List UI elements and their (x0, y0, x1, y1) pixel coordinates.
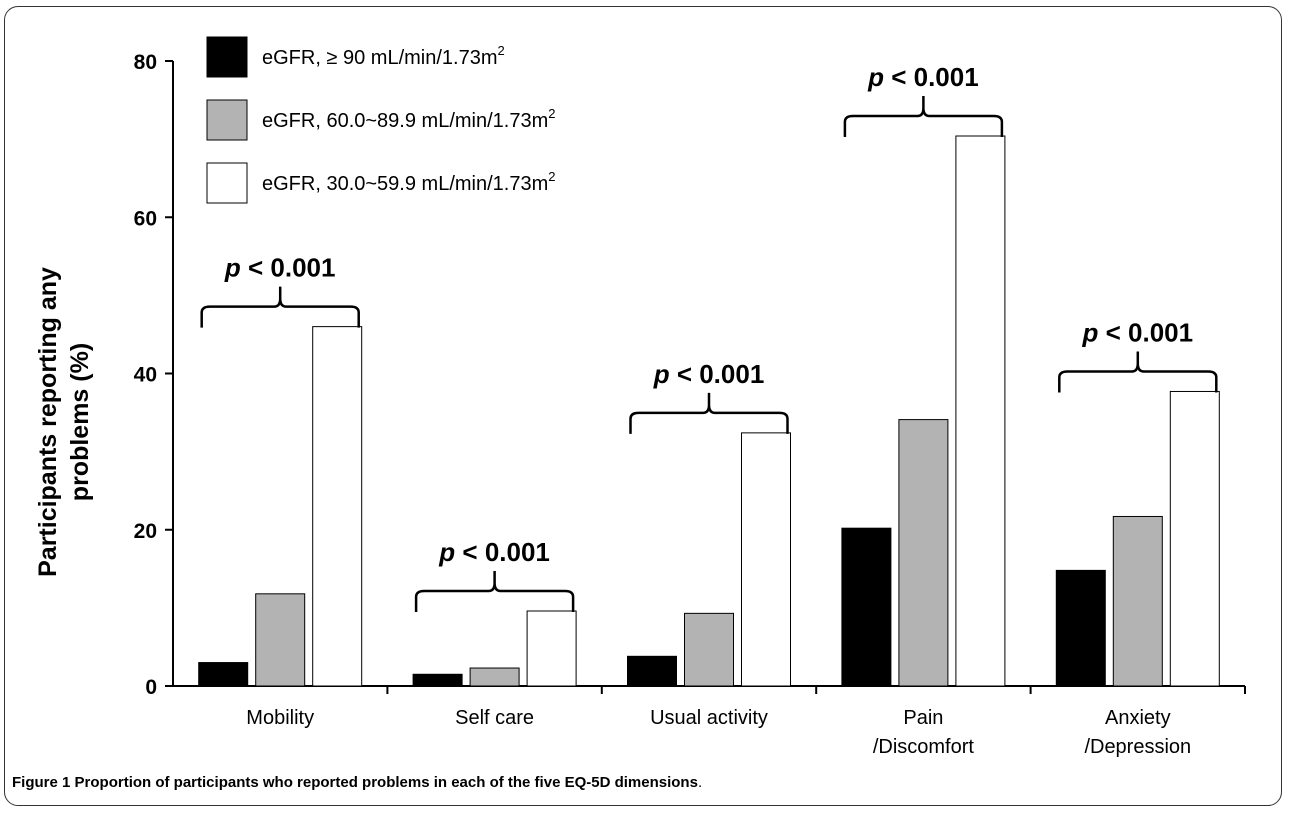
p-value-label: p < 0.001 (438, 537, 550, 567)
bar (684, 612, 734, 687)
x-tick-label: Anxiety (1105, 707, 1171, 729)
legend-label: eGFR, 30.0~59.9 mL/min/1.73m2 (262, 169, 555, 195)
bar (741, 432, 791, 687)
p-value-label: p < 0.001 (867, 62, 979, 92)
bar (1112, 515, 1163, 687)
x-tick-label: Pain (903, 707, 943, 729)
x-tick-label: /Depression (1084, 736, 1191, 758)
significance-bracket (629, 392, 789, 434)
y-axis-title: problems (%) (66, 343, 94, 501)
significance-bracket (414, 571, 575, 612)
bar-chart: 0 20 40 60 80 Participants reporting any probl… (34, 36, 1246, 758)
bar (627, 655, 677, 687)
y-axis-title: Participants reporting any (34, 267, 62, 577)
significance-bracket (1058, 351, 1218, 393)
y-tick-label: 20 (134, 520, 157, 543)
x-tick-label: Self care (455, 707, 534, 729)
x-tick-label: Usual activity (650, 707, 768, 729)
legend-swatch (206, 162, 248, 204)
legend-label: eGFR, 60.0~89.9 mL/min/1.73m2 (262, 106, 555, 132)
p-value-label: p < 0.001 (1082, 317, 1194, 347)
legend-swatch (206, 99, 248, 141)
bar (526, 610, 577, 687)
y-tick-label: 0 (145, 676, 157, 699)
bar (312, 326, 363, 687)
caption-label: Figure 1 (12, 774, 71, 791)
bar (1055, 569, 1106, 687)
bar (469, 667, 520, 687)
caption-text: Proportion of participants who reported … (70, 774, 698, 791)
figure-frame (4, 6, 1282, 806)
bar (198, 662, 249, 687)
figure-caption: Figure 1 Proportion of participants who … (12, 774, 702, 791)
bar (412, 673, 463, 687)
legend-swatch (206, 36, 248, 78)
x-tick-label: Mobility (246, 707, 314, 729)
significance-bracket (843, 96, 1004, 137)
bar (841, 527, 892, 687)
y-tick-label: 80 (134, 51, 157, 74)
bar (955, 135, 1006, 687)
y-tick-label: 40 (134, 364, 157, 387)
x-tick-label: /Discomfort (873, 736, 975, 758)
y-tick-label: 60 (134, 207, 157, 230)
bar (898, 419, 949, 687)
bar (1169, 390, 1220, 687)
p-value-label: p < 0.001 (653, 359, 765, 389)
caption-end: . (697, 774, 703, 791)
legend-label: eGFR, ≥ 90 mL/min/1.73m2 (262, 43, 505, 69)
bar (255, 593, 306, 687)
significance-bracket (200, 286, 360, 328)
p-value-label: p < 0.001 (224, 253, 336, 283)
